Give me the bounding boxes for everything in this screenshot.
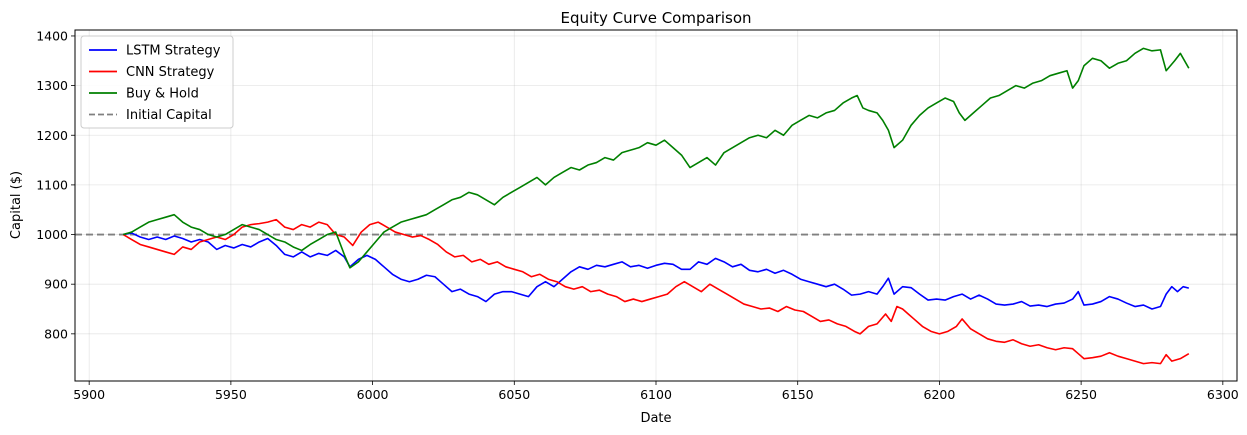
x-tick-label: 6000 [357,387,389,402]
y-tick-label: 800 [44,326,68,341]
cnn-strategy-line [122,218,1190,365]
chart-title: Equity Curve Comparison [560,9,751,27]
y-tick-label: 900 [44,277,68,292]
legend-label-buy-hold: Buy & Hold [126,87,199,102]
x-tick-label: 6050 [498,387,530,402]
y-tick-label: 1400 [36,28,68,43]
legend-label-initial-capital: Initial Capital [126,108,212,123]
y-tick-label: 1000 [36,227,68,242]
legend-box [80,35,234,129]
x-axis-label: Date [640,411,671,426]
y-tick-label: 1100 [36,177,68,192]
x-tick-label: 5950 [215,387,247,402]
legend: LSTM Strategy CNN Strategy Buy & Hold Initi… [80,35,234,129]
buy-hold-line [122,47,1190,269]
y-axis-label: Capital ($) [9,171,24,239]
x-tick-label: 5900 [73,387,105,402]
x-tick-label: 6300 [1207,387,1239,402]
x-tick-label: 6100 [640,387,672,402]
x-tick-label: 6250 [1065,387,1097,402]
legend-label-lstm-strategy: LSTM Strategy [126,44,221,59]
x-tick-label: 6200 [924,387,956,402]
series-group [75,47,1237,365]
grid [75,30,1237,381]
legend-label-cnn-strategy: CNN Strategy [126,65,215,80]
lstm-strategy-line [123,232,1190,310]
ticks: 5900 5950 6000 6050 6100 6150 6200 6250 6300 800 9… [36,28,1239,402]
y-tick-label: 1300 [36,78,68,93]
y-tick-label: 1200 [36,128,68,143]
x-tick-label: 6150 [782,387,814,402]
